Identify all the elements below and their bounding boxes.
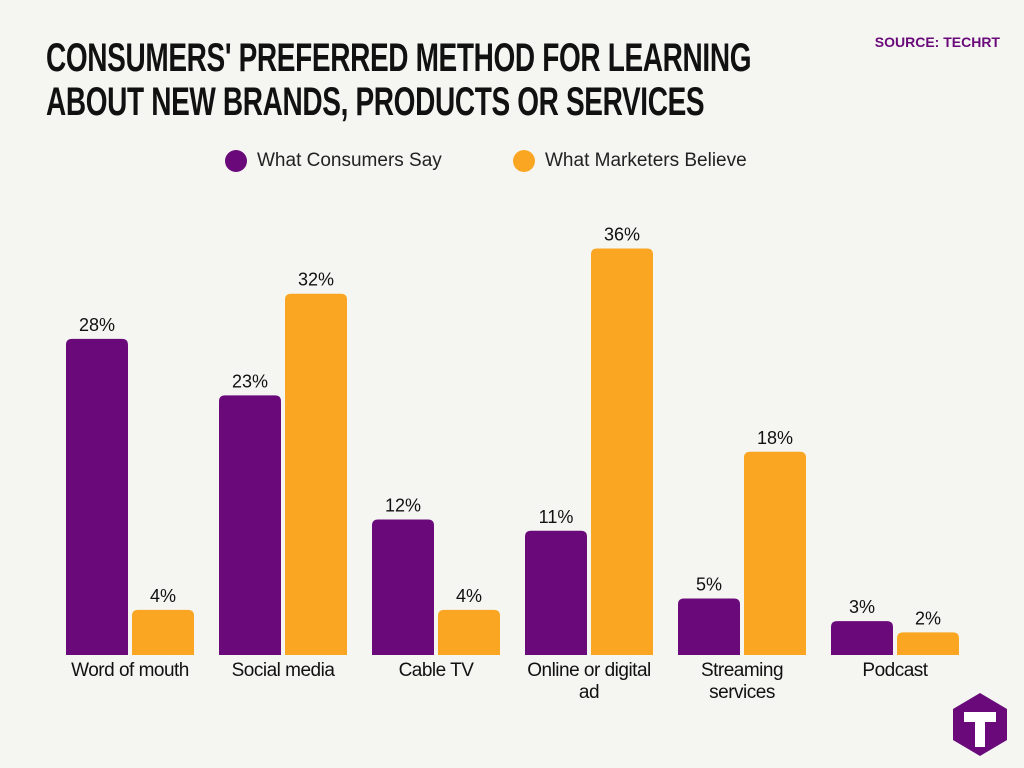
bar xyxy=(897,632,959,655)
value-label: 28% xyxy=(79,315,115,335)
bar xyxy=(678,598,740,655)
value-label: 12% xyxy=(385,496,421,516)
legend-swatch xyxy=(225,150,247,172)
legend-label: What Consumers Say xyxy=(257,150,442,171)
x-tick-label: Streaming services xyxy=(700,660,784,703)
value-label: 4% xyxy=(150,586,176,606)
bar xyxy=(591,248,653,655)
legend-swatch xyxy=(513,150,535,172)
bar xyxy=(438,609,500,655)
bar xyxy=(285,293,347,655)
value-label: 32% xyxy=(298,270,334,290)
bar xyxy=(525,530,587,655)
bar xyxy=(219,395,281,655)
value-label: 4% xyxy=(456,586,482,606)
source: SOURCE: TECHRT xyxy=(874,34,1000,50)
bar xyxy=(831,621,893,655)
legend-item: What Marketers Believe xyxy=(513,150,747,172)
value-label: 3% xyxy=(849,597,875,617)
value-label: 11% xyxy=(539,507,574,527)
bar xyxy=(372,519,434,655)
chart-title: CONSUMERS' PREFERRED METHOD FOR LEARNING… xyxy=(46,36,752,124)
value-label: 23% xyxy=(232,371,268,391)
logo xyxy=(953,693,1007,756)
value-label: 36% xyxy=(604,225,640,245)
value-label: 18% xyxy=(757,428,793,448)
x-tick-label: Social media xyxy=(231,660,335,681)
bar xyxy=(744,451,806,655)
bar xyxy=(132,609,194,655)
value-label: 2% xyxy=(915,608,941,628)
x-tick-label: Word of mouth xyxy=(71,660,189,681)
bar xyxy=(66,338,128,655)
legend-item: What Consumers Say xyxy=(225,150,442,172)
x-tick-label: Online or digital ad xyxy=(527,660,651,703)
legend-label: What Marketers Believe xyxy=(545,150,747,171)
value-label: 5% xyxy=(696,575,722,595)
x-tick-label: Cable TV xyxy=(398,660,474,681)
x-tick-label: Podcast xyxy=(862,660,928,681)
